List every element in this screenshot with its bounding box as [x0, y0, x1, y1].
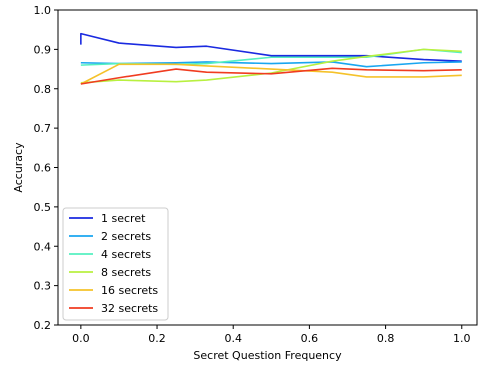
legend: 1 secret 2 secrets 4 secrets 8 secrets 16 se…	[62, 207, 169, 321]
series-layer	[80, 32, 462, 85]
x-tick-label: 1.0	[453, 332, 471, 345]
y-tick-label: 1.0	[34, 4, 52, 17]
y-tick-label: 0.2	[34, 319, 52, 332]
legend-label-6: 32 secrets	[101, 302, 158, 315]
x-tick-label: 0.2	[148, 332, 166, 345]
y-tick-label: 0.3	[34, 280, 52, 293]
series-line-5	[80, 63, 462, 85]
series-line-1	[80, 32, 462, 62]
legend-label-1: 1 secret	[101, 212, 146, 225]
legend-label-2: 2 secrets	[101, 230, 151, 243]
legend-label-4: 8 secrets	[101, 266, 151, 279]
series-line-6	[80, 67, 462, 85]
y-tick-label: 0.4	[34, 240, 52, 253]
x-tick-label: 0.6	[301, 332, 319, 345]
x-tick-label: 0.8	[377, 332, 395, 345]
axes-layer: 0.0 0.2 0.4 0.6 0.8 1.0 0.2 0.3 0.4 0.5 0.6 0.7 0.8 0…	[34, 4, 471, 345]
y-tick-label: 0.8	[34, 83, 52, 96]
legend-label-3: 4 secrets	[101, 248, 151, 261]
legend-label-5: 16 secrets	[101, 284, 158, 297]
y-tick-label: 0.6	[34, 162, 52, 175]
y-tick-label: 0.9	[34, 43, 52, 56]
x-tick-label: 0.4	[224, 332, 242, 345]
y-tick-label: 0.5	[34, 201, 52, 214]
x-axis-label: Secret Question Frequency	[193, 349, 342, 362]
y-tick-label: 0.7	[34, 122, 52, 135]
y-axis-label: Accuracy	[12, 142, 25, 193]
x-tick-label: 0.0	[72, 332, 90, 345]
